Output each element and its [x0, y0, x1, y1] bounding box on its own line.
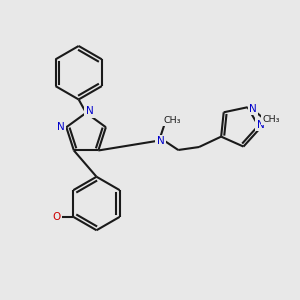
Text: O: O: [52, 212, 60, 222]
Text: N: N: [86, 106, 94, 116]
Text: N: N: [256, 120, 264, 130]
Text: N: N: [157, 136, 164, 146]
Text: N: N: [249, 104, 257, 114]
Text: CH₃: CH₃: [263, 115, 280, 124]
Text: N: N: [57, 122, 65, 132]
Text: CH₃: CH₃: [164, 116, 181, 125]
